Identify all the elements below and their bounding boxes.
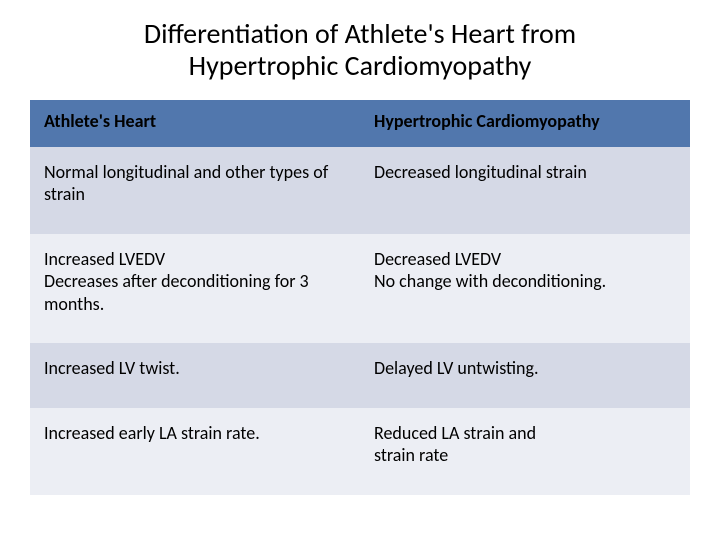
column-header-hcm: Hypertrophic Cardiomyopathy (360, 100, 690, 147)
cell-left: Increased LVEDV Decreases after decondit… (30, 234, 360, 344)
table-row: Increased LV twist. Delayed LV untwistin… (30, 343, 690, 408)
cell-right: Reduced LA strain and strain rate (360, 408, 690, 495)
cell-left: Increased early LA strain rate. (30, 408, 360, 495)
cell-left: Increased LV twist. (30, 343, 360, 408)
cell-right: Decreased longitudinal strain (360, 147, 690, 234)
cell-right: Delayed LV untwisting. (360, 343, 690, 408)
table-row: Normal longitudinal and other types of s… (30, 147, 690, 234)
table-body: Normal longitudinal and other types of s… (30, 147, 690, 495)
table-row: Increased LVEDV Decreases after decondit… (30, 234, 690, 344)
slide-title: Differentiation of Athlete's Heart from … (70, 18, 650, 82)
cell-right: Decreased LVEDV No change with deconditi… (360, 234, 690, 344)
slide: Differentiation of Athlete's Heart from … (0, 0, 720, 540)
cell-left: Normal longitudinal and other types of s… (30, 147, 360, 234)
table-header-row: Athlete's Heart Hypertrophic Cardiomyopa… (30, 100, 690, 147)
table-row: Increased early LA strain rate. Reduced … (30, 408, 690, 495)
column-header-athletes-heart: Athlete's Heart (30, 100, 360, 147)
comparison-table: Athlete's Heart Hypertrophic Cardiomyopa… (30, 100, 690, 495)
